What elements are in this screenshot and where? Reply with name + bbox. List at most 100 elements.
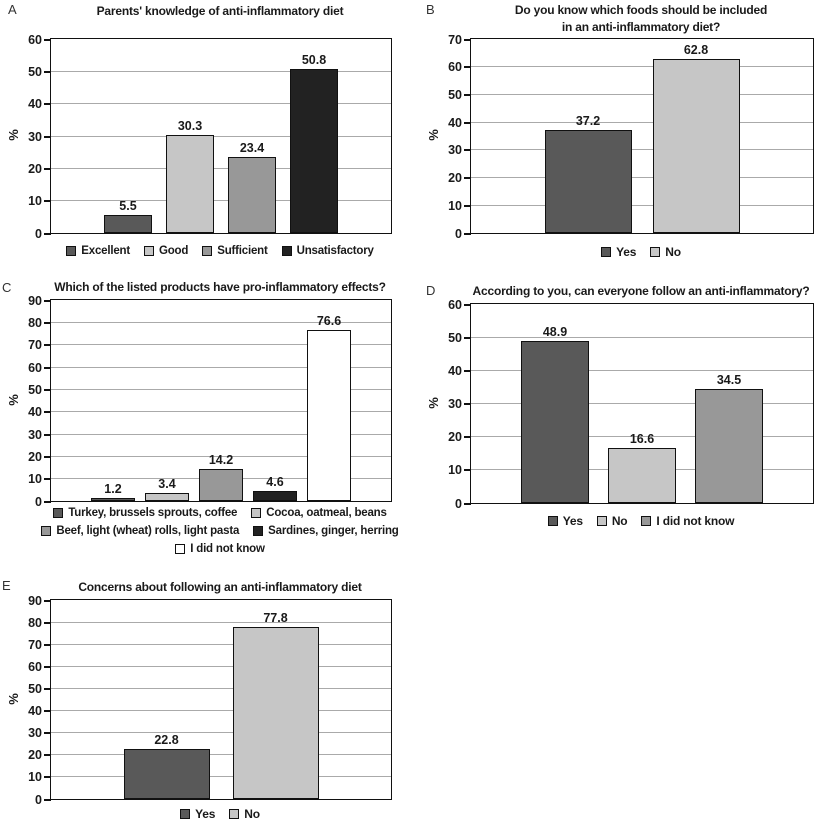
panel-label-c: C	[2, 280, 12, 295]
y-tick-label: 60	[28, 32, 42, 47]
gridline	[51, 455, 391, 457]
y-tick-label: 0	[35, 226, 42, 241]
legend-item-i-did-not-know: I did not know	[175, 543, 265, 555]
bar-beef-light-wheat-rolls-light-pasta	[199, 469, 243, 501]
legend-item-excellent: Excellent	[66, 245, 130, 257]
legend-item-no: No	[229, 807, 260, 821]
y-tick-label: 0	[455, 226, 462, 241]
bar-value-label: 1.2	[104, 482, 122, 497]
legend-swatch-excellent	[66, 246, 77, 256]
y-tick-label: 20	[28, 161, 42, 176]
gridline	[471, 436, 813, 438]
plot-area: 37.2 62.8	[470, 38, 814, 234]
y-tick-mark	[464, 66, 471, 69]
legend-swatch-yes	[601, 247, 612, 257]
y-tick-mark	[44, 38, 51, 41]
bar-no	[232, 626, 319, 799]
legend-swatch-sufficient	[202, 246, 213, 256]
gridline	[471, 121, 813, 123]
y-tick-label: 20	[28, 449, 42, 464]
legend-label: No	[611, 514, 628, 528]
gridline	[51, 70, 391, 72]
y-tick-label: 20	[448, 171, 462, 186]
chart-title-c-line-1: Which of the listed products have pro-in…	[54, 280, 386, 294]
chart-title-b-line-1: Do you know which foods should be includ…	[514, 3, 768, 17]
legend-row: Yes No	[25, 807, 415, 821]
bar-value-label: 22.8	[154, 732, 179, 747]
legend-label: Unsatisfactory	[296, 245, 374, 257]
y-tick-label: 20	[448, 430, 462, 445]
y-tick-label: 40	[448, 115, 462, 130]
bar-sufficient	[228, 157, 276, 233]
y-tick-mark	[44, 411, 51, 414]
y-tick-mark	[464, 177, 471, 180]
y-tick-mark	[44, 732, 51, 735]
y-tick-label: 50	[28, 681, 42, 696]
bar-value-label: 16.6	[629, 431, 655, 446]
gridline	[471, 149, 813, 151]
gridline	[51, 665, 391, 667]
gridline	[471, 204, 813, 206]
bar-i-did-not-know	[307, 329, 351, 501]
bar-value-label: 62.8	[683, 42, 709, 57]
legend-label: Cocoa, oatmeal, beans	[266, 507, 387, 519]
legend-label: No	[244, 807, 260, 821]
y-tick-mark	[464, 469, 471, 472]
y-tick-label: 40	[448, 363, 462, 378]
y-tick-label: 50	[28, 64, 42, 79]
legend-swatch-no	[596, 516, 607, 526]
y-tick-mark	[44, 299, 51, 302]
legend-label: I did not know	[656, 514, 735, 528]
y-tick-mark	[464, 369, 471, 372]
y-tick-label: 10	[448, 198, 462, 213]
gridline	[471, 403, 813, 404]
legend-item-no: No	[596, 514, 628, 528]
y-tick-mark	[44, 200, 51, 203]
gridline	[51, 732, 391, 734]
legend-item-yes: Yes	[547, 514, 583, 528]
legend-item-yes: Yes	[180, 807, 215, 821]
bar-good	[166, 135, 214, 233]
legend-label: Yes	[616, 245, 637, 259]
bar-value-label: 23.4	[239, 141, 265, 156]
y-tick-label: 20	[28, 748, 42, 763]
gridline	[471, 177, 813, 179]
y-tick-mark	[44, 478, 51, 481]
panel-a: A Parents' knowledge of anti-inflammatory…	[0, 0, 408, 270]
legend-swatch-turkey-brussels-sprouts-coffee	[53, 508, 64, 518]
y-tick-mark	[44, 70, 51, 73]
gridline	[51, 344, 391, 346]
gridline	[51, 776, 391, 778]
legend-item-i-did-not-know: I did not know	[641, 514, 734, 528]
y-tick-label: 80	[28, 315, 42, 330]
legend-swatch-yes	[180, 809, 191, 819]
legend-item-sardines-ginger-herring: Sardines, ginger, herring	[253, 525, 399, 537]
gridline	[51, 754, 391, 756]
y-tick-mark	[464, 121, 471, 124]
legend-label: Yes	[195, 807, 216, 821]
bar-value-label: 5.5	[119, 199, 137, 214]
legend-item-unsatisfactory: Unsatisfactory	[281, 245, 374, 257]
bar-value-label: 77.8	[263, 610, 288, 625]
legend-label: Excellent	[81, 245, 130, 257]
panel-d: D According to you, can everyone follow a…	[408, 270, 816, 570]
gridline	[471, 93, 813, 95]
y-tick-label: 30	[28, 427, 42, 442]
bar-value-label: 76.6	[316, 313, 342, 328]
y-tick-mark	[464, 502, 471, 505]
y-tick-label: 40	[28, 97, 42, 112]
y-tick-mark	[464, 336, 471, 339]
y-tick-mark	[44, 103, 51, 106]
bar-sardines-ginger-herring	[253, 490, 297, 501]
gridline	[51, 200, 391, 202]
y-tick-mark	[44, 621, 51, 624]
legend-label: Sufficient	[217, 245, 268, 257]
legend-swatch-sardines-ginger-herring	[253, 526, 264, 536]
y-tick-label: 50	[448, 330, 462, 345]
bar-unsatisfactory	[290, 68, 338, 233]
y-tick-mark	[44, 455, 51, 458]
y-tick-label: 30	[448, 397, 462, 411]
bar-value-label: 37.2	[575, 113, 601, 128]
gridline	[51, 411, 391, 413]
y-tick-mark	[464, 436, 471, 439]
